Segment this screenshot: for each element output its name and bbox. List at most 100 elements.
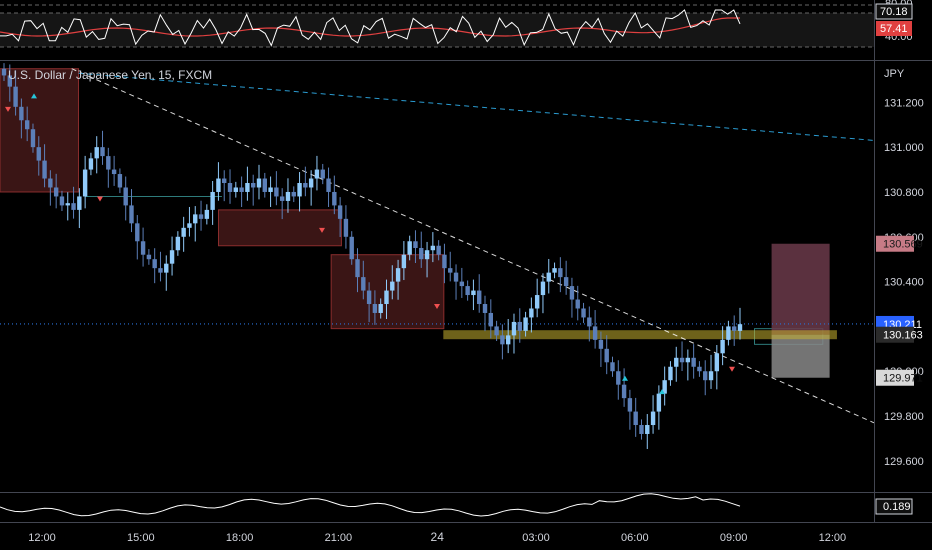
candle-body [233, 187, 239, 192]
candle-body [24, 120, 30, 130]
candle-body [36, 147, 41, 161]
price-tick-label: 131.000 [884, 142, 924, 154]
candle-body [592, 326, 598, 340]
candle-body [500, 335, 505, 345]
candle-body [187, 223, 192, 228]
candle-body [540, 281, 546, 296]
candle-body [737, 324, 743, 331]
sell-arrow-icon [97, 196, 103, 202]
candle-body [697, 366, 702, 372]
candle-body [448, 268, 453, 273]
currency-label: JPY [884, 68, 905, 80]
candle-body [158, 268, 163, 273]
candle-body [558, 268, 563, 278]
time-tick-label: 15:00 [127, 532, 155, 544]
candle-body [193, 214, 198, 224]
candle-body [419, 247, 424, 260]
candle-body [563, 277, 569, 287]
candle-body [355, 259, 360, 278]
candle-body [442, 254, 447, 269]
candle-body [378, 304, 383, 313]
candle-body [534, 295, 540, 309]
candle-body [256, 178, 262, 188]
trendline-blue [78, 72, 875, 141]
time-tick-label: 21:00 [325, 532, 353, 544]
candle-body [685, 357, 691, 363]
candle-body [621, 384, 627, 399]
candle-body [164, 263, 169, 273]
time-tick-label: 18:00 [226, 532, 254, 544]
candle-body [575, 299, 580, 309]
lower-value-label: 0.189 [883, 501, 911, 513]
candle-body [175, 236, 181, 251]
candle-body [465, 286, 470, 296]
candle-body [645, 425, 650, 434]
rsi-line [0, 9, 741, 47]
candle-body [308, 178, 314, 188]
candle-body [268, 187, 273, 192]
candle-body [94, 147, 99, 159]
candle-body [343, 218, 349, 237]
candle-body [679, 357, 685, 363]
candle-body [274, 187, 279, 197]
candle-body [71, 203, 76, 210]
time-tick-label: 24 [431, 530, 445, 544]
candle-body [100, 147, 105, 157]
candle-body [616, 371, 621, 385]
candle-body [505, 335, 511, 345]
candle-body [372, 304, 378, 313]
candle-body [30, 129, 36, 148]
candle-body [714, 353, 720, 372]
candle-body [494, 326, 499, 336]
rsi-ma-label: 57.41 [880, 23, 908, 35]
candle-body [708, 371, 714, 381]
candle-body [13, 86, 18, 107]
candle-body [245, 183, 250, 192]
candle-body [1, 68, 7, 76]
candle-body [332, 191, 337, 206]
candle-body [552, 268, 557, 273]
candle-body [19, 106, 24, 121]
candle-body [65, 203, 70, 206]
time-tick-label: 03:00 [522, 532, 550, 544]
sell-arrow-icon [434, 304, 440, 310]
price-tick-label: 129.800 [884, 411, 924, 423]
price-tick-label: 131.200 [884, 97, 924, 109]
candle-body [239, 187, 244, 192]
candle-body [633, 411, 638, 426]
candle-body [627, 398, 633, 412]
candle-body [314, 169, 320, 179]
trendline-down [71, 68, 875, 424]
stop-price-tag [876, 235, 914, 252]
time-axis-separator [0, 522, 932, 523]
candle-body [482, 304, 488, 313]
candle-body [581, 308, 586, 318]
candle-body [297, 183, 302, 197]
candle-body [135, 223, 140, 242]
candle-body [430, 245, 436, 251]
sell-arrow-icon [5, 106, 11, 112]
candle-body [42, 160, 47, 179]
time-tick-label: 12:00 [28, 532, 56, 544]
candle-body [523, 317, 528, 331]
candle-body [424, 250, 430, 260]
candle-body [598, 339, 604, 349]
candle-body [250, 183, 256, 188]
candle-body [82, 169, 88, 197]
lower-indicator-line [0, 493, 741, 517]
candle-body [471, 290, 476, 296]
candle-body [262, 178, 267, 192]
price-tick-label: 129.600 [884, 456, 924, 468]
candle-body [477, 290, 482, 305]
rsi-value-label: 70.18 [880, 6, 908, 18]
candle-body [569, 286, 575, 300]
candle-body [169, 250, 175, 264]
candle-body [123, 187, 128, 206]
candle-body [732, 326, 737, 331]
candle-body [691, 357, 696, 367]
candle-body [436, 245, 441, 255]
candle-body [361, 277, 366, 291]
candle-body [303, 183, 308, 188]
candle-body [146, 254, 152, 260]
